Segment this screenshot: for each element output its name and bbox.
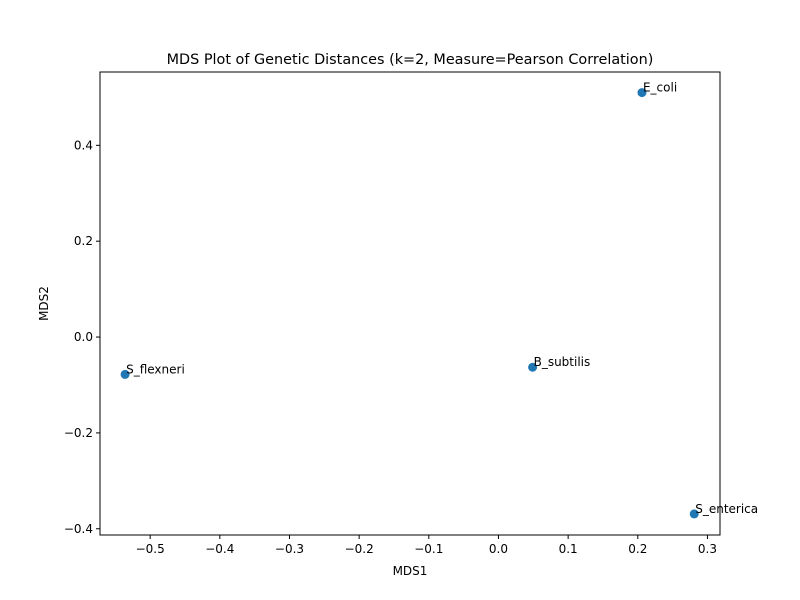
y-axis-label: MDS2 (37, 286, 51, 321)
x-tick-label: 0.0 (489, 542, 508, 556)
point-label: B_subtilis (534, 355, 591, 369)
y-tick-label: 0.4 (74, 138, 93, 152)
x-axis-label: MDS1 (393, 564, 428, 578)
x-tick-label: −0.1 (414, 542, 443, 556)
point-label: E_coli (643, 81, 677, 95)
axes-frame (99, 71, 721, 536)
y-tick-label: 0.2 (74, 234, 93, 248)
data-point (120, 369, 130, 379)
x-tick-label: −0.3 (275, 542, 304, 556)
y-tick-label: 0.0 (74, 330, 93, 344)
y-tick-label: −0.4 (64, 522, 93, 536)
plot-area: E_coli S_flexneri B_subtilis S_enterica (120, 81, 758, 519)
x-tick-label: −0.4 (205, 542, 234, 556)
chart-title: MDS Plot of Genetic Distances (k=2, Meas… (167, 52, 654, 68)
x-tick-label: −0.2 (345, 542, 374, 556)
x-axis: −0.5 −0.4 −0.3 −0.2 −0.1 0.0 0.1 0.2 0.3 (136, 535, 717, 556)
point-label: S_enterica (695, 502, 758, 516)
data-point (689, 509, 699, 519)
point-label: S_flexneri (126, 362, 185, 376)
y-axis: −0.4 −0.2 0.0 0.2 0.4 (64, 138, 100, 536)
x-tick-label: −0.5 (136, 542, 165, 556)
x-tick-label: 0.2 (628, 542, 647, 556)
y-tick-label: −0.2 (64, 426, 93, 440)
data-point (637, 88, 647, 98)
x-tick-label: 0.1 (559, 542, 578, 556)
x-tick-label: 0.3 (698, 542, 717, 556)
data-point (528, 362, 538, 372)
